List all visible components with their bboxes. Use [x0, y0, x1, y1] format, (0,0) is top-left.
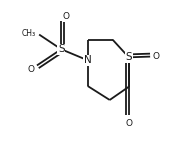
Text: S: S — [58, 44, 64, 54]
Text: N: N — [84, 55, 92, 65]
Text: O: O — [28, 65, 35, 74]
Text: CH₃: CH₃ — [21, 29, 36, 38]
Text: S: S — [126, 52, 132, 62]
Text: O: O — [63, 12, 70, 21]
Text: O: O — [125, 119, 132, 128]
Text: O: O — [153, 52, 160, 61]
